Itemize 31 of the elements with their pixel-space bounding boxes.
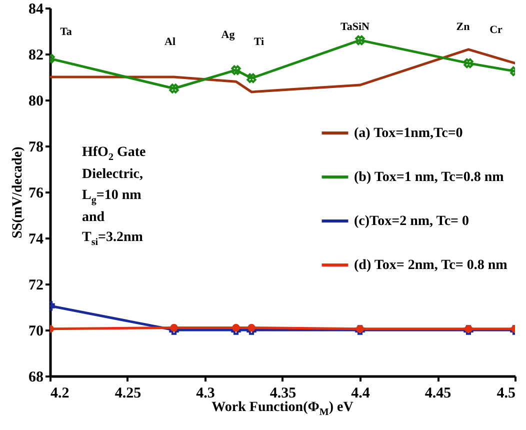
- y-tick-label: 74: [28, 232, 44, 248]
- legend-label: (d) Tox= 2nm, Tc= 0.8 nm: [354, 258, 508, 273]
- y-tick-label: 70: [28, 324, 44, 340]
- annotation: Al: [164, 36, 176, 48]
- y-tick-label: 82: [28, 48, 44, 64]
- annotation: Ta: [60, 26, 72, 38]
- legend-label: (a) Tox=1nm,Tc=0: [354, 126, 463, 141]
- annotation: Ti: [254, 36, 264, 48]
- x-tick-label: 4.35: [270, 386, 296, 402]
- line-series: [50, 48, 515, 94]
- x-tick-label: 4.45: [424, 386, 452, 402]
- legend-label: (c)Tox=2 nm, Tc= 0: [354, 214, 470, 229]
- y-tick-label: 80: [28, 94, 44, 110]
- annotation: Zn: [456, 20, 470, 34]
- annotation: Cr: [490, 24, 502, 36]
- y-tick-label: 78: [28, 140, 44, 156]
- annotation: Ag: [221, 28, 235, 42]
- y-tick-label: 72: [28, 278, 44, 294]
- x-tick-label: 4.2: [50, 386, 70, 402]
- y-tick-label: 68: [28, 370, 44, 386]
- x-tick-label: 4.5: [496, 386, 516, 402]
- y-tick-label: 84: [28, 2, 44, 18]
- x-tick-label: 4.25: [114, 386, 142, 402]
- x-tick-label: 4.4: [351, 386, 370, 402]
- y-tick-label: 76: [28, 186, 44, 202]
- y-axis-title: SS(mV/decade): [10, 146, 26, 238]
- annotation: TaSiN: [340, 20, 370, 34]
- text: HfO$_{2}$ Gate Dielectric, L$_{g}$=10 nm and T$_{si}$=3.2nm: [82, 145, 146, 248]
- legend-label: (b) Tox=1 nm, Tc=0.8 nm: [354, 170, 504, 185]
- x-tick-label: 4.3: [196, 386, 215, 402]
- x-axis-title: Work Function(Φ$_{M}$) eV: [212, 400, 354, 418]
